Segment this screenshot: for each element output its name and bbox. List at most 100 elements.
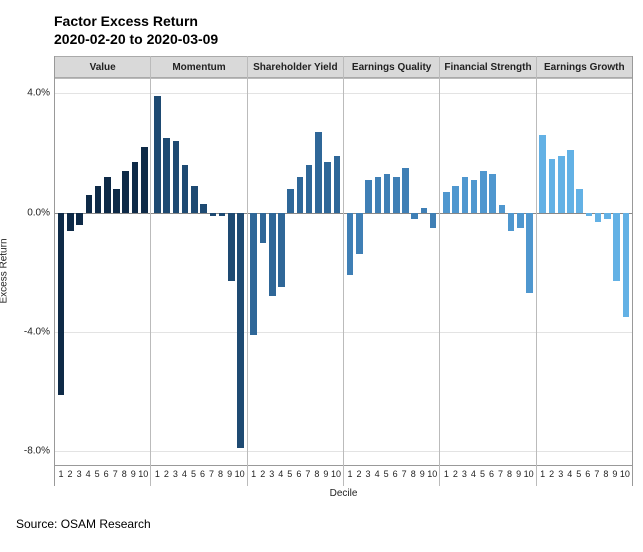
bar <box>604 213 611 219</box>
x-tick: 8 <box>602 466 610 486</box>
bar-slot <box>566 78 574 466</box>
bar <box>76 213 83 225</box>
bar <box>278 213 285 288</box>
bar <box>430 213 437 228</box>
x-tick: 7 <box>400 466 408 486</box>
bar-slot <box>324 78 332 466</box>
x-tick: 9 <box>515 466 523 486</box>
panel: Momentum12345678910 <box>151 56 247 486</box>
x-tick: 2 <box>162 466 170 486</box>
bar <box>141 147 148 213</box>
bar-slot <box>259 78 267 466</box>
bar-slot <box>131 78 139 466</box>
bar <box>421 208 428 212</box>
bar-slot <box>94 78 102 466</box>
panel-header: Earnings Quality <box>344 56 439 78</box>
bar-slot <box>209 78 217 466</box>
bar <box>237 213 244 449</box>
bar <box>595 213 602 222</box>
bar-slot <box>442 78 450 466</box>
source-text: Source: OSAM Research <box>16 517 633 531</box>
panel: Financial Strength12345678910 <box>440 56 536 486</box>
bar-slot <box>112 78 120 466</box>
bar-slot <box>296 78 304 466</box>
bar-slot <box>277 78 285 466</box>
x-tick: 6 <box>391 466 399 486</box>
bar-slot <box>613 78 621 466</box>
panel-plot <box>344 78 439 466</box>
x-tick: 8 <box>409 466 417 486</box>
x-ticks: 12345678910 <box>55 466 150 486</box>
bar <box>443 192 450 213</box>
bar-slot <box>103 78 111 466</box>
bar-slot <box>172 78 180 466</box>
panel: Earnings Growth 12345678910 <box>537 56 633 486</box>
bar-slot <box>383 78 391 466</box>
x-tick: 4 <box>84 466 92 486</box>
x-tick: 2 <box>355 466 363 486</box>
x-tick: 5 <box>93 466 101 486</box>
bar-slot <box>392 78 400 466</box>
bars <box>151 78 246 466</box>
x-tick: 1 <box>57 466 65 486</box>
x-tick: 7 <box>497 466 505 486</box>
bar <box>287 189 294 213</box>
x-tick: 7 <box>593 466 601 486</box>
bar <box>539 135 546 213</box>
x-tick: 1 <box>346 466 354 486</box>
x-tick: 9 <box>418 466 426 486</box>
bar-slot <box>594 78 602 466</box>
bar-slot <box>539 78 547 466</box>
panel-plot <box>248 78 343 466</box>
bar <box>411 213 418 219</box>
bar-slot <box>140 78 148 466</box>
bar <box>549 159 556 213</box>
bar-slot <box>364 78 372 466</box>
bar-slot <box>401 78 409 466</box>
y-tick: -8.0% <box>24 446 50 457</box>
bars <box>537 78 632 466</box>
x-tick: 1 <box>250 466 258 486</box>
bar-slot <box>548 78 556 466</box>
x-tick: 10 <box>331 466 341 486</box>
title-line-1: Factor Excess Return <box>54 13 198 29</box>
bar-slot <box>122 78 130 466</box>
bar <box>499 205 506 212</box>
bar <box>173 141 180 213</box>
bar-slot <box>452 78 460 466</box>
bar-slot <box>585 78 593 466</box>
x-tick: 2 <box>259 466 267 486</box>
bar <box>347 213 354 276</box>
bars <box>248 78 343 466</box>
bar <box>384 174 391 213</box>
panel-header: Earnings Growth <box>537 56 632 78</box>
bar <box>462 177 469 213</box>
bar <box>219 213 226 216</box>
bar <box>576 189 583 213</box>
x-tick: 4 <box>373 466 381 486</box>
bar <box>269 213 276 297</box>
panel-plot <box>55 78 150 466</box>
bar <box>452 186 459 213</box>
bar <box>586 213 593 216</box>
bar <box>154 96 161 212</box>
bar <box>95 186 102 213</box>
bar <box>334 156 341 213</box>
bar <box>489 174 496 213</box>
bar-slot <box>420 78 428 466</box>
bars <box>344 78 439 466</box>
bar-slot <box>488 78 496 466</box>
bar <box>191 186 198 213</box>
bar <box>324 162 331 213</box>
x-tick: 1 <box>153 466 161 486</box>
bar <box>210 213 217 216</box>
bar-slot <box>163 78 171 466</box>
x-ticks: 12345678910 <box>537 466 632 486</box>
x-tick: 10 <box>427 466 437 486</box>
x-tick: 6 <box>102 466 110 486</box>
bar <box>58 213 65 395</box>
bar-slot <box>576 78 584 466</box>
x-tick: 4 <box>277 466 285 486</box>
bar-slot <box>236 78 244 466</box>
x-tick: 4 <box>469 466 477 486</box>
